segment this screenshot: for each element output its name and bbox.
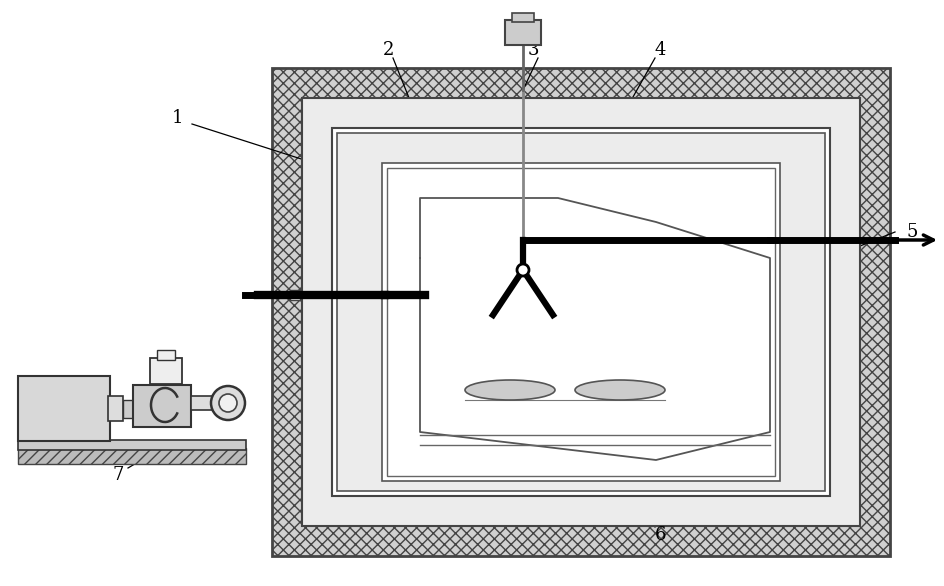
Circle shape [516,264,529,276]
Text: 1: 1 [172,109,183,127]
Circle shape [219,394,237,412]
Ellipse shape [464,380,554,400]
Bar [18,448,245,464]
Ellipse shape [574,380,665,400]
Bar [157,350,175,360]
Bar [381,163,779,481]
Circle shape [211,386,244,420]
Text: 3: 3 [527,41,538,59]
Text: 6: 6 [653,526,665,544]
Bar [290,290,299,300]
Bar [18,376,110,441]
Bar [337,133,824,491]
Bar [108,396,123,421]
Bar [504,20,540,45]
Bar [191,396,212,410]
Bar [331,128,829,496]
Bar [387,168,774,476]
Text: 5: 5 [905,223,917,241]
Text: 2: 2 [382,41,394,59]
Text: 4: 4 [653,41,665,59]
Bar [123,400,133,418]
Bar [133,385,191,427]
Bar [512,13,533,22]
Bar [18,440,245,450]
Text: 7: 7 [112,466,124,484]
Bar [302,98,859,526]
Bar [272,68,889,556]
Bar [150,358,182,384]
